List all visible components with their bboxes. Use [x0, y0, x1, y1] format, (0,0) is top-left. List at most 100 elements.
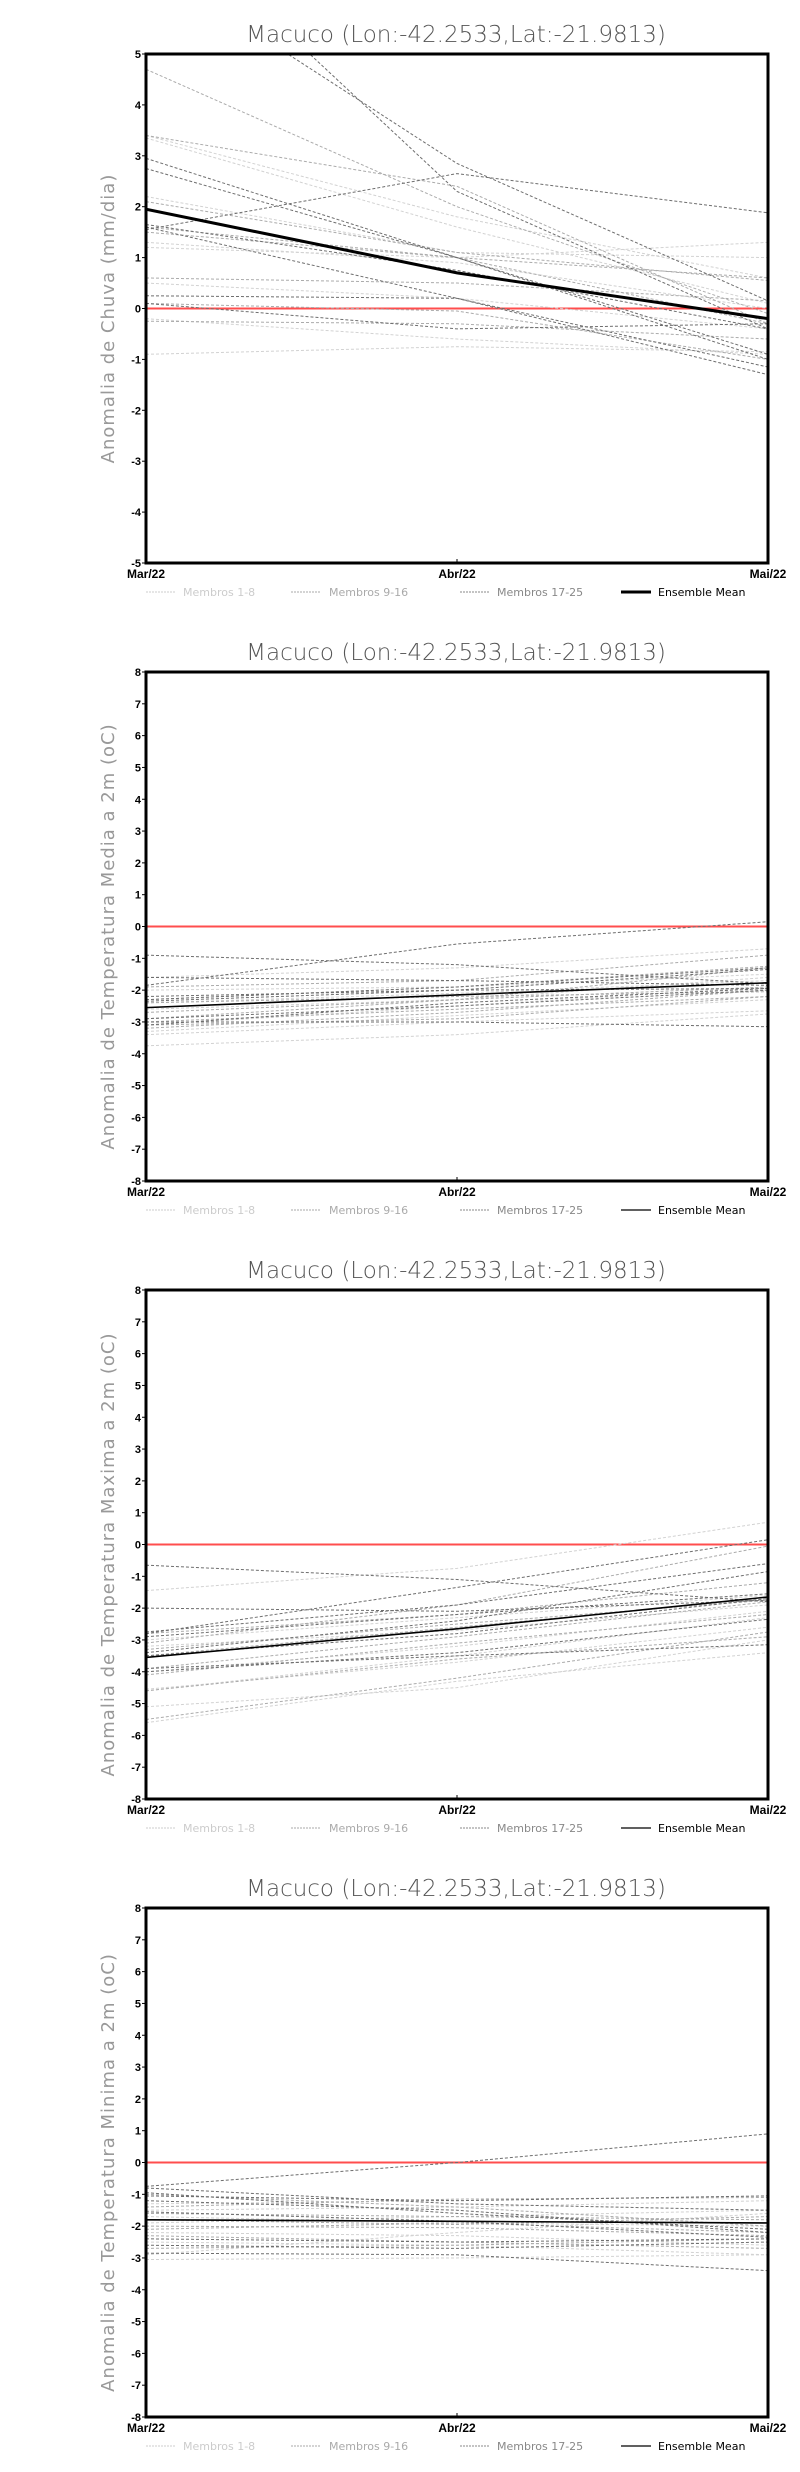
chart-title: Macuco (Lon:-42.2533,Lat:-21.9813)	[246, 1258, 666, 1284]
y-tick-label: 0	[135, 922, 141, 934]
y-tick-label: -1	[131, 1571, 141, 1583]
member-line-24	[146, 1598, 768, 1657]
y-tick-label: -4	[131, 2285, 142, 2297]
x-tick-label: Mar/22	[127, 567, 165, 581]
legend-label-group1: Membros 1-8	[183, 586, 255, 599]
y-tick-label: 6	[135, 731, 141, 743]
y-tick-label: -4	[131, 1667, 142, 1679]
chart-svg: Macuco (Lon:-42.2533,Lat:-21.9813) Anomal…	[98, 640, 787, 1217]
member-line-10	[146, 995, 768, 1023]
member-line-1	[146, 2195, 768, 2205]
y-tick-label: 1	[135, 1508, 141, 1520]
member-line-19	[146, 1563, 768, 1633]
member-line-6	[146, 973, 768, 991]
member-line-5	[146, 1626, 768, 1690]
x-tick-label: Mai/22	[750, 2421, 787, 2435]
y-tick-label: -7	[131, 2380, 141, 2392]
member-line-21	[146, 1021, 768, 1028]
member-line-12	[146, 1636, 768, 1692]
series-group	[146, 1521, 768, 1724]
member-line-22	[146, 224, 768, 330]
ensemble-mean-line	[146, 2218, 768, 2224]
x-tick-label: Abr/22	[438, 567, 476, 581]
legend-label-group3: Membros 17-25	[497, 2440, 583, 2453]
y-tick-label: 5	[135, 1380, 141, 1392]
y-tick-label: 1	[135, 2126, 141, 2138]
x-tick-label: Abr/22	[438, 1185, 476, 1199]
y-tick-label: 5	[135, 49, 141, 61]
member-line-8	[146, 1610, 768, 1673]
y-tick-label: 0	[135, 2158, 141, 2170]
y-tick-label: 5	[135, 1998, 141, 2010]
y-tick-label: -5	[131, 2317, 141, 2329]
y-tick-label: 4	[135, 794, 142, 806]
y-tick-label: 0	[135, 1540, 141, 1552]
y-tick-label: 7	[135, 1935, 141, 1947]
series-group	[146, 54, 768, 376]
y-tick-label: -3	[131, 456, 141, 468]
member-line-22	[146, 2200, 768, 2233]
member-line-23	[146, 989, 768, 1020]
member-line-3	[146, 2254, 768, 2261]
legend-label-group1: Membros 1-8	[183, 1204, 255, 1217]
member-line-7	[146, 1010, 768, 1036]
member-line-15	[146, 134, 768, 325]
member-line-7	[146, 318, 768, 355]
member-line-24	[146, 988, 768, 1026]
legend-label-group3: Membros 17-25	[497, 586, 583, 599]
legend-label-group2: Membros 9-16	[329, 1822, 408, 1835]
y-axis-label: Anomalia de Temperatura Minima a 2m (oC)	[98, 1953, 119, 2392]
x-tick-label: Mar/22	[127, 1185, 165, 1199]
chart-title: Macuco (Lon:-42.2533,Lat:-21.9813)	[246, 640, 666, 666]
y-tick-label: -7	[131, 1144, 141, 1156]
member-line-23	[146, 1593, 768, 1638]
member-line-3	[146, 241, 768, 259]
member-line-3	[146, 948, 768, 978]
chart-panel: Macuco (Lon:-42.2533,Lat:-21.9813) Anomal…	[0, 1236, 800, 1854]
member-line-9	[146, 2196, 768, 2208]
chart-title: Macuco (Lon:-42.2533,Lat:-21.9813)	[246, 22, 666, 48]
member-line-9	[146, 1631, 768, 1720]
legend-label-group2: Membros 9-16	[329, 1204, 408, 1217]
y-tick-label: -1	[131, 953, 141, 965]
member-line-18	[146, 1599, 768, 1612]
ensemble-mean-line	[146, 207, 768, 321]
member-line-11	[146, 320, 768, 340]
y-tick-label: -2	[131, 2221, 141, 2233]
series-group	[146, 2133, 768, 2272]
member-line-3	[146, 1652, 768, 1724]
member-line-5	[146, 2212, 768, 2256]
y-tick-label: -6	[131, 1730, 141, 1742]
y-tick-label: 5	[135, 762, 141, 774]
member-line-4	[146, 2200, 768, 2211]
member-line-15	[146, 1613, 768, 1676]
y-tick-label: -4	[131, 1049, 142, 1061]
y-tick-label: 4	[135, 2030, 142, 2042]
member-line-13	[146, 2193, 768, 2227]
member-line-6	[146, 1604, 768, 1647]
member-line-16	[146, 995, 768, 1026]
member-line-18	[308, 54, 768, 330]
legend-label-group1: Membros 1-8	[183, 1822, 255, 1835]
y-tick-label: 7	[135, 1317, 141, 1329]
member-line-8	[146, 241, 768, 309]
member-line-4	[146, 346, 768, 355]
y-tick-label: -3	[131, 1635, 141, 1647]
y-axis-label: Anomalia de Temperatura Media a 2m (oC)	[98, 723, 119, 1149]
y-tick-label: 8	[135, 1903, 141, 1915]
member-line-17	[146, 1564, 768, 1603]
x-tick-label: Mai/22	[750, 1185, 787, 1199]
y-tick-label: -7	[131, 1762, 141, 1774]
y-tick-label: -6	[131, 2348, 141, 2360]
chart-title: Macuco (Lon:-42.2533,Lat:-21.9813)	[246, 1876, 666, 1902]
y-tick-label: 2	[135, 2094, 141, 2106]
y-tick-label: 2	[135, 1476, 141, 1488]
chart-svg: Macuco (Lon:-42.2533,Lat:-21.9813) Anomal…	[98, 1876, 787, 2453]
member-line-21	[146, 2252, 768, 2272]
legend: Membros 1-8 Membros 9-16 Membros 17-25 Ense…	[146, 1204, 745, 1217]
member-line-17	[286, 54, 768, 302]
chart-panel: Macuco (Lon:-42.2533,Lat:-21.9813) Anomal…	[0, 1854, 800, 2472]
member-line-23	[146, 2238, 768, 2243]
ensemble-mean-line	[146, 1596, 768, 1659]
legend-label-mean: Ensemble Mean	[658, 2440, 745, 2453]
